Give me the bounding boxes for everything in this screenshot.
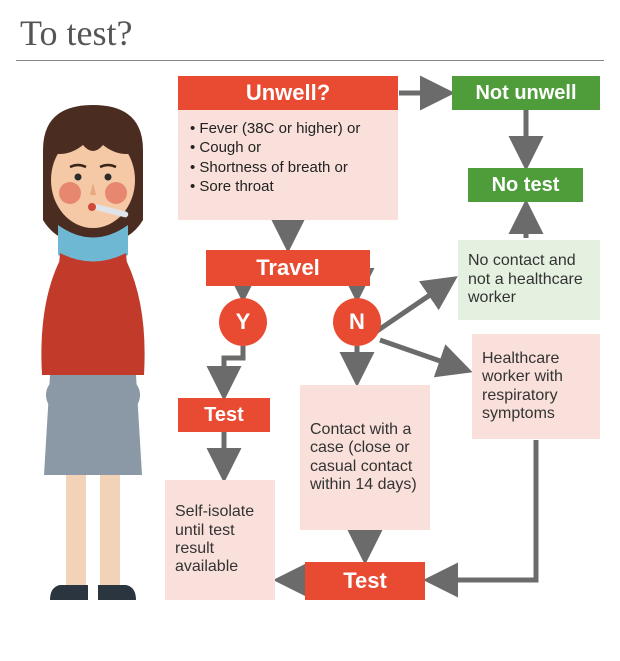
edge-n-nocontact — [374, 280, 452, 333]
node-travel: Travel — [206, 250, 370, 286]
edge-hcw-test2 — [430, 440, 536, 580]
symptom-item: • Cough or — [190, 139, 386, 156]
sick-person-illustration — [8, 95, 178, 615]
node-n: N — [333, 298, 381, 346]
node-contact: Contact with a case (close or casual con… — [300, 385, 430, 530]
node-test2: Test — [305, 562, 425, 600]
node-self_isolate: Self-isolate until test result available — [165, 480, 275, 600]
symptom-item: • Shortness of breath or — [190, 159, 386, 176]
node-hcw: Healthcare worker with respiratory sympt… — [472, 334, 600, 439]
title-divider — [16, 60, 604, 61]
edge-n-hcw — [380, 340, 466, 370]
page-title: To test? — [20, 12, 132, 54]
node-y: Y — [219, 298, 267, 346]
node-test1: Test — [178, 398, 270, 432]
edge-y-test1 — [224, 346, 243, 394]
node-not_unwell: Not unwell — [452, 76, 600, 110]
node-no_test: No test — [468, 168, 583, 202]
node-no_contact: No contact and not a healthcare worker — [458, 240, 600, 320]
node-symptoms: • Fever (38C or higher) or • Cough or • Sh… — [178, 110, 398, 220]
node-unwell: Unwell? — [178, 76, 398, 110]
symptom-item: • Sore throat — [190, 178, 386, 195]
symptom-item: • Fever (38C or higher) or — [190, 120, 386, 137]
